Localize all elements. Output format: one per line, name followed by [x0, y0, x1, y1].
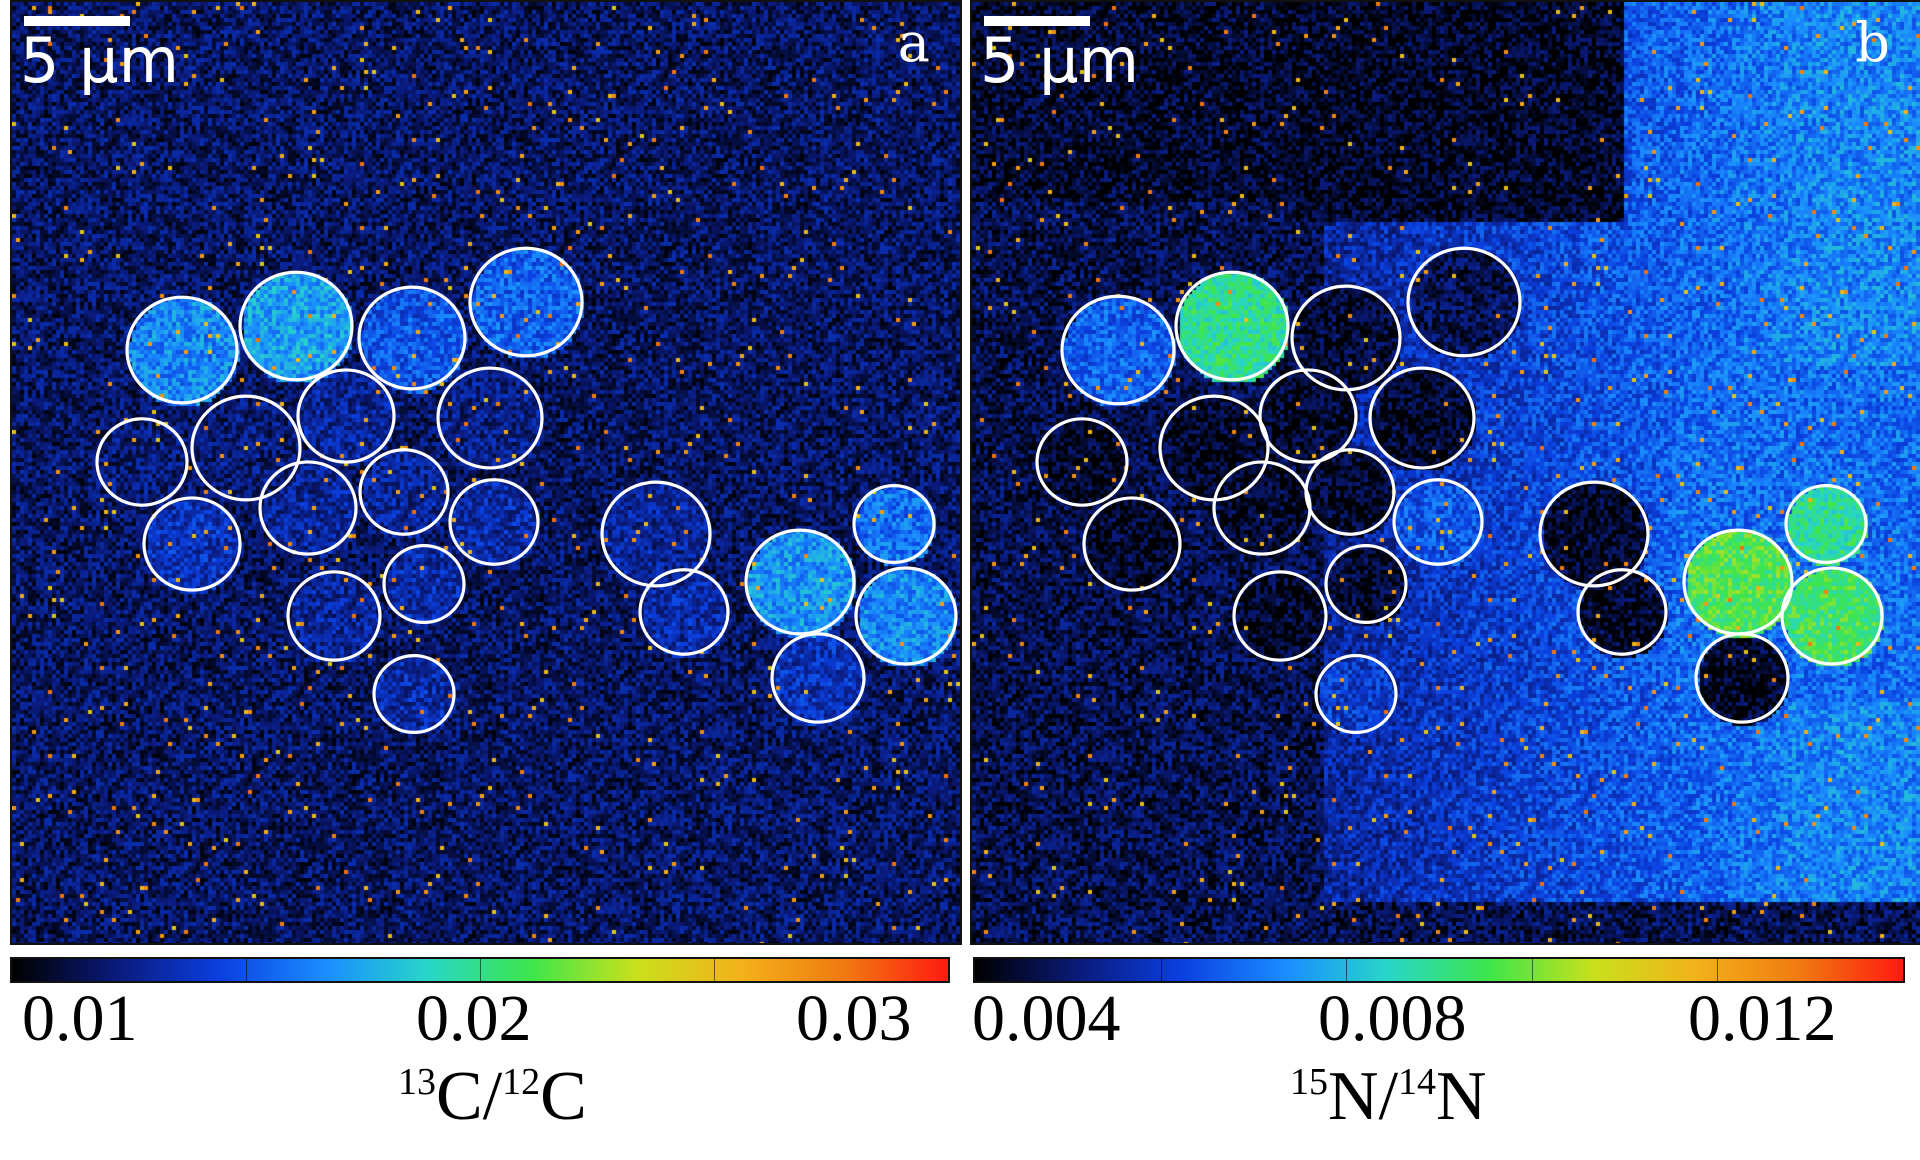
roi-outline — [1258, 368, 1358, 464]
roi-outline — [125, 295, 239, 405]
roi-outline — [1406, 246, 1522, 358]
roi-outline — [357, 285, 467, 391]
roi-outline — [372, 653, 456, 734]
roi-outline — [1392, 478, 1484, 566]
roi-outline — [238, 270, 354, 382]
roi-outline — [1035, 417, 1129, 507]
roi-outline — [258, 460, 358, 556]
roi-overlay-b — [1035, 246, 1884, 734]
roi-outline — [1082, 496, 1182, 592]
colorbar-b-title: 15N/14N — [1290, 1058, 1487, 1135]
roi-outline — [638, 568, 730, 656]
roi-outline — [1304, 448, 1396, 536]
scale-bar-label: 5 μm — [20, 24, 179, 97]
image-panel-b: 5 μm b — [970, 0, 1920, 945]
roi-outline — [1232, 570, 1328, 662]
roi-outline — [382, 543, 466, 624]
isotope-ratio-map-13c — [12, 2, 960, 943]
roi-outline — [1212, 460, 1312, 556]
colorbar-b-tick-label: 0.012 — [1688, 982, 1837, 1055]
roi-outline — [1174, 270, 1290, 382]
roi-outline — [358, 448, 450, 536]
image-panel-a: 5 μm a — [10, 0, 962, 945]
roi-outline — [1324, 543, 1408, 624]
isotope-ratio-map-15n — [972, 2, 1920, 943]
colorbar-a-tick-label: 0.01 — [22, 982, 138, 1055]
roi-outline — [286, 570, 382, 662]
roi-outline — [1290, 284, 1402, 392]
roi-outline — [1158, 394, 1270, 502]
roi-outline — [190, 394, 302, 502]
colorbar-b-tick-label: 0.004 — [972, 982, 1121, 1055]
roi-outline — [448, 478, 540, 566]
roi-outline — [1314, 653, 1398, 734]
roi-overlay-a — [95, 246, 958, 734]
colorbar-b-tick-label: 0.008 — [1318, 982, 1467, 1055]
roi-outline — [142, 496, 242, 592]
roi-outline — [852, 484, 936, 565]
roi-outline — [1368, 366, 1476, 470]
colorbar-a-title: 13C/12C — [398, 1058, 587, 1135]
roi-outline — [1784, 484, 1868, 565]
roi-outline — [95, 417, 189, 507]
roi-outline — [468, 246, 584, 358]
roi-outline — [600, 480, 712, 588]
panel-letter-b: b — [1855, 11, 1890, 74]
panel-letter-a: a — [897, 11, 930, 74]
scale-bar — [24, 16, 130, 26]
colorbar-a-tick-label: 0.03 — [796, 982, 912, 1055]
roi-outline — [296, 368, 396, 464]
roi-outline — [1682, 528, 1794, 636]
roi-outline — [1538, 480, 1650, 588]
scale-bar-label: 5 μm — [980, 24, 1139, 97]
roi-outline — [1576, 568, 1668, 656]
roi-outline — [436, 366, 544, 470]
roi-outline — [744, 528, 856, 636]
colorbar-a-tick-label: 0.02 — [416, 982, 532, 1055]
roi-outline — [1694, 632, 1790, 724]
roi-outline — [770, 632, 866, 724]
roi-outline — [854, 566, 958, 666]
roi-outline — [1060, 294, 1176, 406]
colorbar-a — [10, 957, 950, 983]
roi-outline — [1780, 566, 1884, 666]
scale-bar — [984, 16, 1090, 26]
colorbar-b — [973, 957, 1905, 983]
